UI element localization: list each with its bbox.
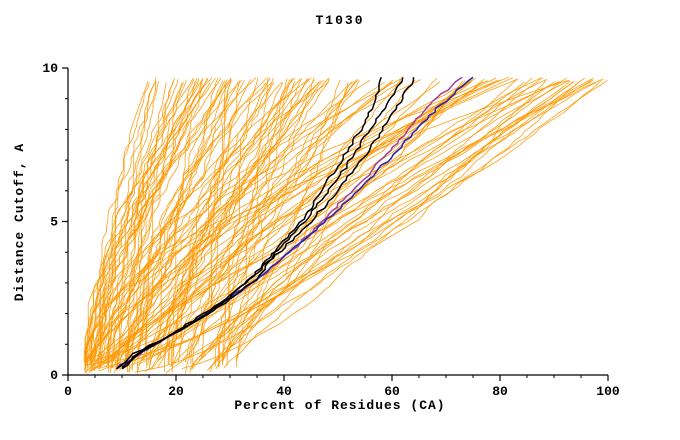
svg-text:60: 60	[384, 384, 400, 399]
svg-text:40: 40	[276, 384, 292, 399]
svg-text:80: 80	[492, 384, 508, 399]
x-axis-label: Percent of Residues (CA)	[234, 398, 446, 413]
chart-title: T1030	[315, 13, 365, 28]
svg-text:0: 0	[64, 384, 72, 399]
svg-text:5: 5	[50, 215, 58, 230]
svg-text:10: 10	[42, 61, 58, 76]
svg-text:20: 20	[168, 384, 184, 399]
svg-text:0: 0	[50, 368, 58, 383]
svg-text:100: 100	[596, 384, 620, 399]
